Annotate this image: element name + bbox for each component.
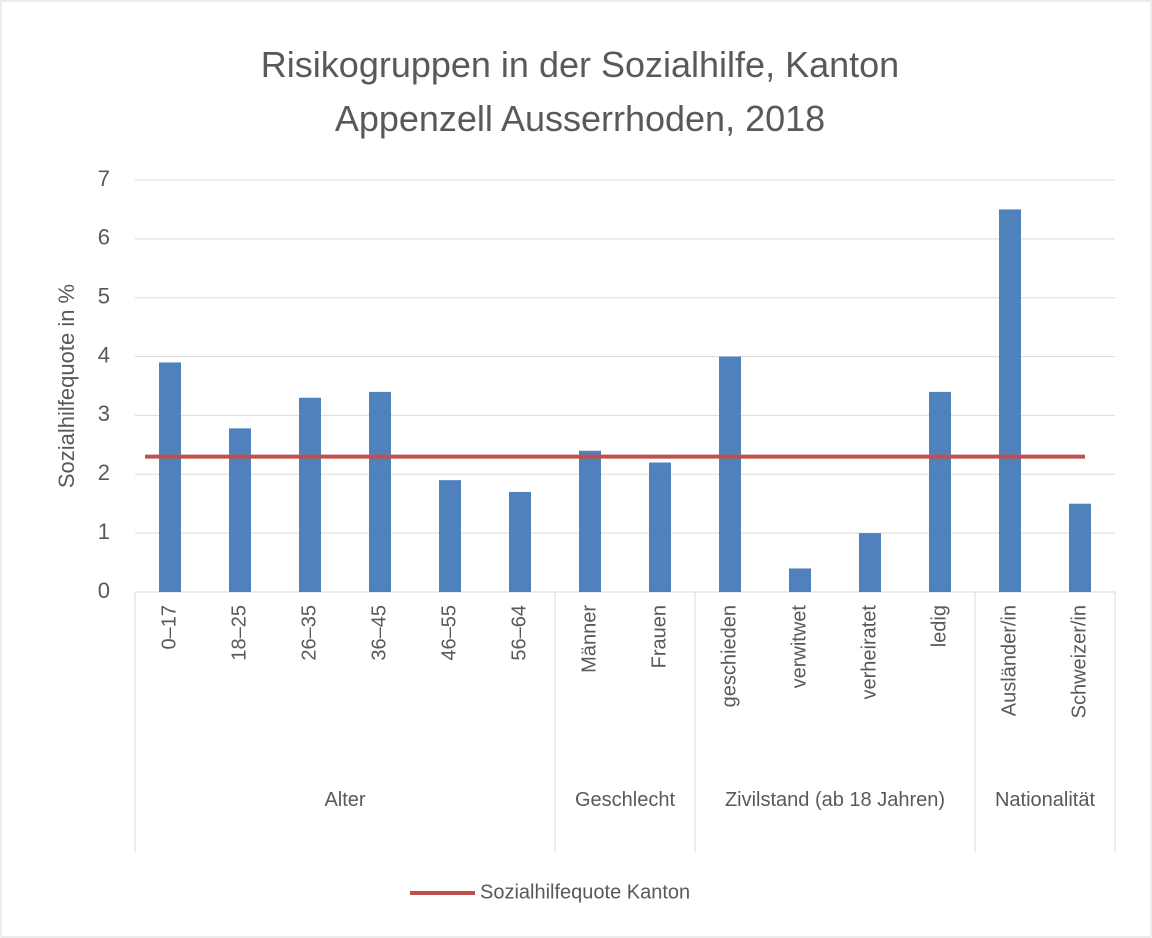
x-tick-label: Schweizer/in bbox=[1068, 605, 1090, 718]
group-label: Nationalität bbox=[994, 789, 1096, 811]
bar bbox=[1069, 503, 1091, 592]
bar bbox=[369, 391, 391, 592]
bar bbox=[229, 428, 251, 592]
x-tick-label: 46–55 bbox=[438, 605, 460, 661]
y-tick-label: 0 bbox=[98, 578, 110, 603]
y-tick-label: 7 bbox=[98, 166, 110, 191]
x-tick-label: 18–25 bbox=[228, 605, 250, 661]
y-tick-label: 1 bbox=[98, 519, 110, 544]
y-tick-label: 4 bbox=[98, 342, 110, 367]
x-tick-label: 26–35 bbox=[298, 605, 320, 661]
x-tick-label: Frauen bbox=[648, 605, 670, 668]
group-label: Alter bbox=[324, 789, 366, 811]
bar bbox=[439, 480, 461, 592]
bar bbox=[999, 209, 1021, 592]
bar bbox=[159, 362, 181, 592]
y-tick-label: 6 bbox=[98, 225, 110, 250]
x-tick-label: verwitwet bbox=[788, 605, 810, 689]
y-tick-label: 2 bbox=[98, 460, 110, 485]
y-tick-label: 5 bbox=[98, 284, 110, 309]
x-tick-label: Ausländer/in bbox=[998, 605, 1020, 716]
x-tick-label: geschieden bbox=[718, 605, 740, 707]
bar bbox=[789, 568, 811, 592]
legend-label: Sozialhilfequote Kanton bbox=[480, 881, 690, 903]
bar bbox=[299, 397, 321, 592]
bar bbox=[929, 391, 951, 592]
x-tick-label: ledig bbox=[928, 605, 950, 647]
bar bbox=[719, 356, 741, 592]
group-label: Zivilstand (ab 18 Jahren) bbox=[724, 789, 946, 811]
chart-title: Risikogruppen in der Sozialhilfe, Kanton… bbox=[260, 44, 900, 139]
x-tick-label: 56–64 bbox=[508, 605, 530, 661]
y-tick-label: 3 bbox=[98, 401, 110, 426]
x-tick-label: Männer bbox=[578, 605, 600, 673]
group-label: Geschlecht bbox=[574, 789, 676, 811]
bar bbox=[579, 450, 601, 592]
bar bbox=[509, 491, 531, 592]
x-tick-label: verheiratet bbox=[858, 605, 880, 700]
y-axis-label: Sozialhilfequote in % bbox=[54, 284, 79, 488]
bar bbox=[859, 533, 881, 592]
x-tick-label: 0–17 bbox=[158, 605, 180, 650]
x-tick-label: 36–45 bbox=[368, 605, 390, 661]
bar bbox=[649, 462, 671, 592]
